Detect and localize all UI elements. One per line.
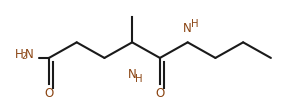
Text: N: N xyxy=(128,68,137,81)
Text: N: N xyxy=(25,48,34,60)
Text: O: O xyxy=(155,87,165,100)
Text: H: H xyxy=(191,19,198,29)
Text: 2: 2 xyxy=(21,53,27,61)
Text: H: H xyxy=(15,48,24,60)
Text: H: H xyxy=(135,73,143,84)
Text: N: N xyxy=(183,22,192,35)
Text: O: O xyxy=(44,87,53,100)
